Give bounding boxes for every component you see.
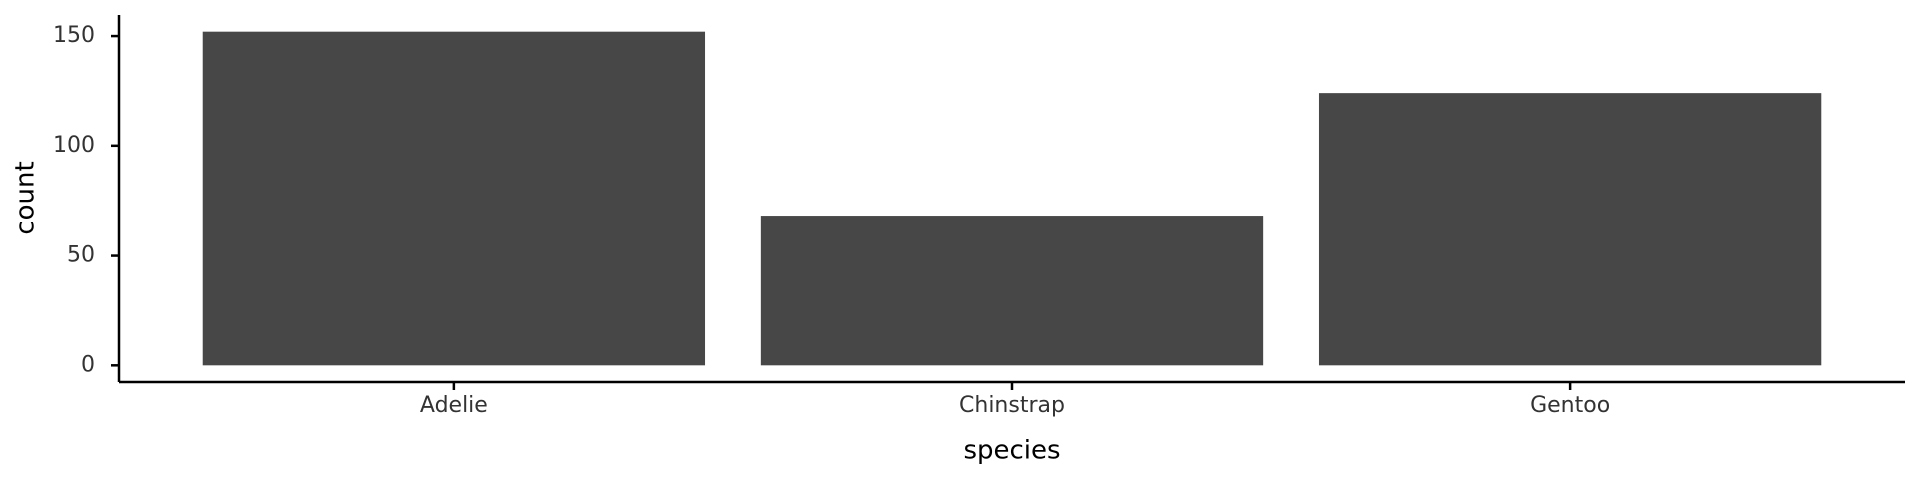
- x-tick-label: Chinstrap: [959, 393, 1065, 418]
- y-tick-label: 100: [53, 133, 95, 158]
- y-tick-label: 50: [67, 243, 95, 268]
- y-tick-label: 150: [53, 23, 95, 48]
- y-axis-title: count: [11, 161, 41, 234]
- bar: [202, 31, 706, 366]
- x-axis-title: species: [963, 436, 1060, 466]
- bar: [760, 216, 1264, 366]
- x-tick-label: Gentoo: [1530, 393, 1610, 418]
- y-tick-label: 0: [81, 352, 95, 377]
- bar: [1318, 93, 1822, 366]
- x-tick-label: Adelie: [420, 393, 488, 418]
